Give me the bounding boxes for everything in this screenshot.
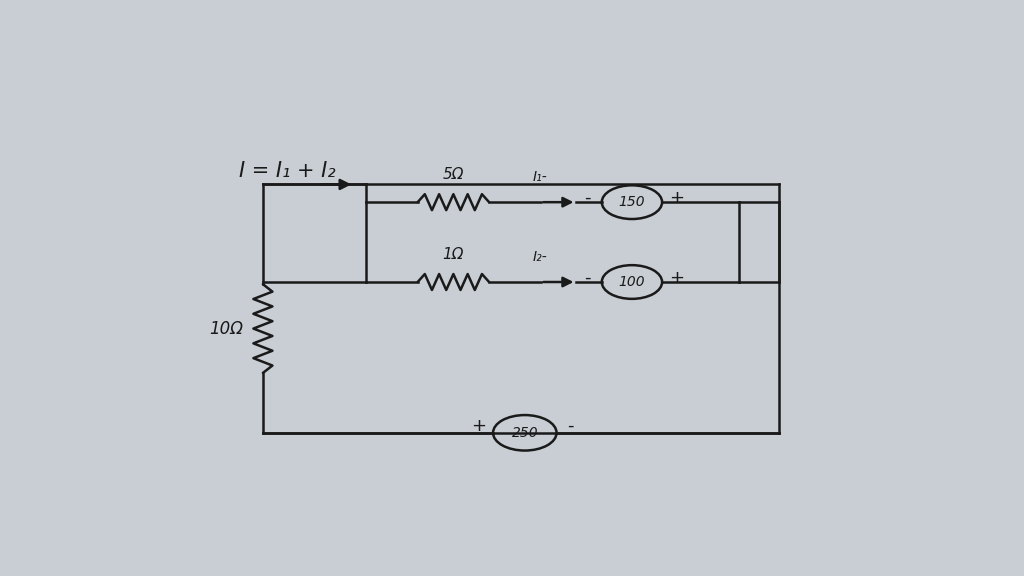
Text: +: + [669, 189, 684, 207]
Text: I₁-: I₁- [532, 170, 548, 184]
Text: 250: 250 [511, 426, 539, 440]
Text: +: + [669, 268, 684, 287]
Text: +: + [471, 417, 486, 435]
Text: 100: 100 [618, 275, 645, 289]
Text: I₂-: I₂- [532, 250, 548, 264]
Text: -: - [585, 268, 591, 287]
Text: 10Ω: 10Ω [209, 320, 243, 338]
Text: 5Ω: 5Ω [442, 167, 464, 182]
Text: -: - [585, 189, 591, 207]
Text: 1Ω: 1Ω [442, 247, 464, 262]
Text: I = I₁ + I₂: I = I₁ + I₂ [240, 161, 336, 181]
Text: 150: 150 [618, 195, 645, 209]
Text: -: - [567, 417, 574, 435]
